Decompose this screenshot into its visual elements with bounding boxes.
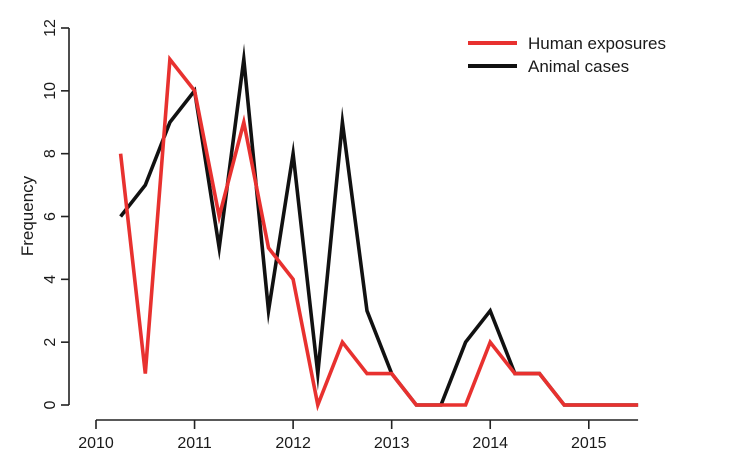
y-tick-label: 0 [42,400,59,409]
y-tick-label: 8 [42,149,59,158]
x-axis: 2010 2011 2012 2013 2014 2015 [78,419,639,452]
plot-lines [118,43,639,412]
y-tick-label: 6 [42,212,59,221]
x-tick-label: 2014 [472,435,508,452]
y-tick-label: 10 [42,82,59,100]
x-tick-label: 2010 [78,435,114,452]
legend: Human exposures Animal cases [468,34,666,76]
y-tick-label: 2 [42,338,59,347]
x-tick-label: 2013 [374,435,410,452]
legend-label: Animal cases [528,57,629,76]
x-tick-label: 2012 [275,435,311,452]
y-tick-label: 4 [42,275,59,284]
series-line-human-exposures [118,54,639,412]
y-axis: 0 2 4 6 8 10 12 [42,19,70,409]
y-axis-label: Frequency [18,175,37,256]
x-tick-label: 2015 [571,435,607,452]
legend-label: Human exposures [528,34,666,53]
x-tick-label: 2011 [177,435,212,452]
y-tick-label: 12 [42,19,59,37]
